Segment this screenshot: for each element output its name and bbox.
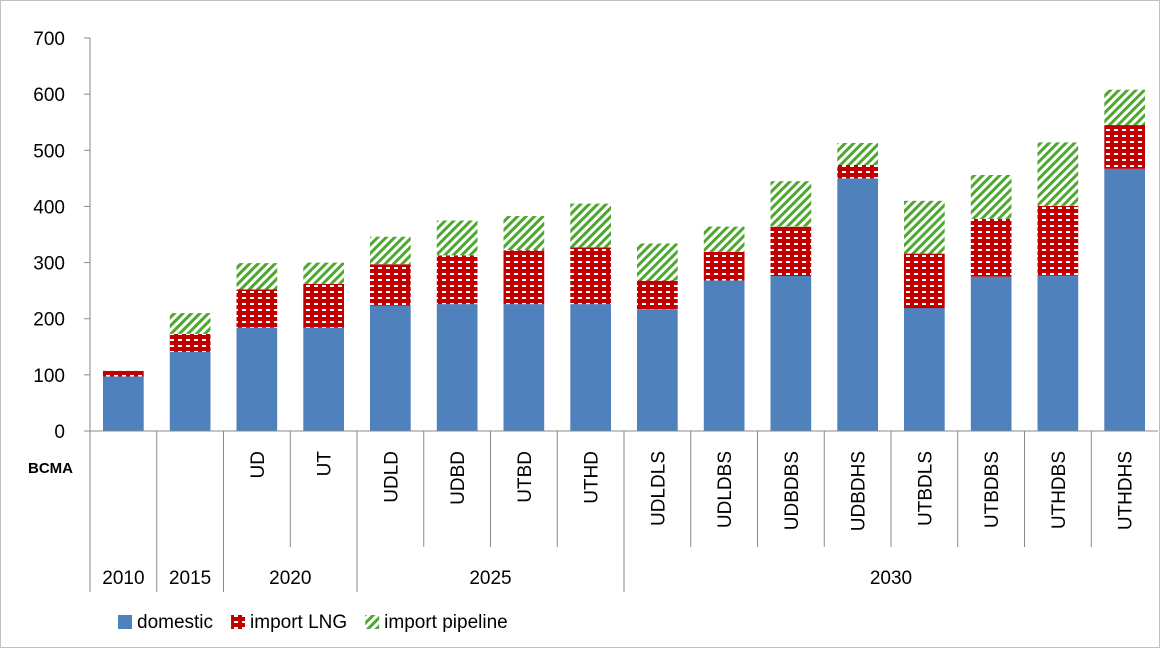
x-category-label: UDLDBS [715,451,736,528]
x-category-label: UTBD [515,451,536,503]
bar-import-pipeline-3 [303,262,344,284]
x-category-label: UDBD [448,451,469,505]
y-tick-label: 200 [33,310,65,331]
bar-import-pipeline-15 [1104,89,1145,126]
bar-domestic-7 [570,304,611,431]
x-category-label: UTHDHS [1116,451,1137,530]
bar-import-pipeline-13 [970,175,1012,219]
bar-domestic-0 [103,376,144,431]
y-tick-label: 700 [33,29,65,50]
x-group-label: 2025 [469,568,511,589]
bar-import-lng-10 [770,226,812,276]
y-tick-label: 500 [33,141,65,162]
x-category-label: UTHDBS [1049,451,1070,529]
x-group-label: 2010 [102,568,144,589]
bar-import-pipeline-10 [770,181,812,227]
x-group-label: 2015 [169,568,211,589]
bar-import-pipeline-14 [1037,142,1079,206]
x-group-label: 2030 [870,568,912,589]
y-tick-label: 300 [33,254,65,275]
bar-domestic-6 [503,304,545,431]
bar-domestic-14 [1037,275,1079,431]
bar-import-lng-15 [1104,125,1145,169]
x-category-label: UD [248,451,269,478]
bar-import-lng-9 [703,251,745,281]
bar-import-lng-0 [103,370,144,377]
legend: domestic import LNG import pipeline [118,612,508,633]
bar-domestic-11 [837,178,878,431]
axes: 0 100 200 300 400 500 600 700 UD UT UDLD UDBD UTBD UT… [28,29,1158,592]
bar-domestic-9 [703,280,745,431]
bar-import-pipeline-9 [703,226,745,252]
x-category-label: UDLD [381,451,402,503]
y-tick-label: 0 [54,422,65,443]
bar-import-pipeline-7 [570,203,611,248]
bar-domestic-1 [169,351,211,431]
y-tick-label: 600 [33,85,65,106]
bar-import-lng-4 [370,264,411,306]
legend-swatch-import-lng [231,615,246,629]
bar-import-pipeline-5 [436,220,478,256]
x-category-label: UTBDLS [915,451,936,526]
legend-label-import-lng: import LNG [250,612,347,633]
x-category-label: UT [315,451,336,477]
bar-domestic-5 [436,304,478,431]
y-tick-label: 400 [33,197,65,218]
x-category-label: UTHD [582,451,603,504]
bar-import-pipeline-12 [904,200,945,254]
legend-swatch-import-pipeline [365,615,380,629]
bar-domestic-13 [970,276,1012,431]
x-group-label: 2020 [269,568,311,589]
bar-import-lng-11 [837,164,878,179]
bar-domestic-3 [303,327,344,431]
bar-import-lng-12 [904,253,945,309]
plot-area [103,89,1145,432]
bar-import-pipeline-1 [169,313,211,334]
bar-import-lng-13 [970,218,1012,277]
bar-domestic-12 [904,308,945,431]
y-tick-label: 100 [33,366,65,387]
unit-label: BCMA [28,460,73,477]
bar-domestic-4 [370,305,411,431]
bar-import-lng-2 [236,289,278,328]
bar-domestic-2 [236,327,278,431]
legend-swatch-domestic [118,615,132,629]
bar-import-lng-6 [503,250,545,305]
bar-import-pipeline-6 [503,216,545,251]
bar-import-lng-1 [169,333,211,352]
bar-import-lng-14 [1037,205,1079,276]
bar-import-pipeline-11 [837,143,878,165]
bar-domestic-8 [637,309,678,431]
bar-import-lng-7 [570,247,611,305]
bar-domestic-15 [1104,168,1145,432]
bar-import-pipeline-2 [236,263,278,290]
x-category-label: UTBDBS [982,451,1003,528]
legend-label-domestic: domestic [137,612,213,633]
legend-label-import-pipeline: import pipeline [384,612,508,633]
bar-import-pipeline-4 [370,236,411,265]
bar-import-lng-8 [637,280,678,310]
x-category-label: UDLDLS [648,451,669,526]
bar-import-pipeline-8 [637,243,678,281]
bar-import-lng-5 [436,255,478,305]
x-category-label: UDBDBS [782,451,803,530]
x-category-label: UDBDHS [849,451,870,531]
bar-domestic-10 [770,276,812,431]
bar-import-lng-3 [303,283,344,328]
